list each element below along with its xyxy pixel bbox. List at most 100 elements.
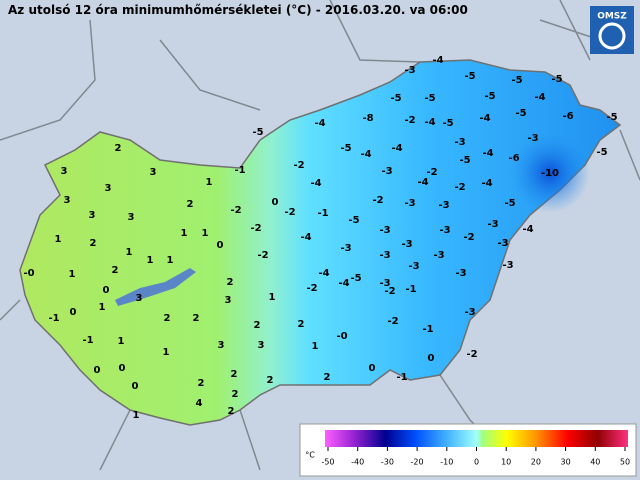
station-value: -1 [48, 313, 59, 324]
station-value: -2 [463, 232, 474, 243]
station-value: -3 [487, 219, 498, 230]
station-value: -4 [338, 278, 349, 289]
station-value: 0 [103, 285, 110, 296]
station-value: -4 [479, 113, 490, 124]
station-value: -4 [534, 92, 545, 103]
station-value: -5 [551, 74, 562, 85]
station-value: 1 [118, 336, 125, 347]
station-value: 0 [119, 363, 126, 374]
station-value: -3 [404, 65, 415, 76]
station-value: -2 [250, 223, 261, 234]
cold-area [510, 133, 590, 213]
station-value: 3 [128, 212, 135, 223]
station-value: -2 [257, 250, 268, 261]
station-value: 2 [187, 199, 194, 210]
station-value: 2 [298, 319, 305, 330]
station-value: -5 [459, 155, 470, 166]
station-value: 1 [126, 247, 133, 258]
station-value: -5 [511, 75, 522, 86]
station-value: -5 [348, 215, 359, 226]
station-value: 2 [228, 406, 235, 417]
legend-tick-label: 30 [561, 458, 571, 467]
station-value: 1 [99, 302, 106, 313]
legend-tick-label: 40 [590, 458, 600, 467]
station-value: 2 [193, 313, 200, 324]
station-value: -5 [464, 71, 475, 82]
station-value: -5 [424, 93, 435, 104]
station-value: -2 [284, 207, 295, 218]
station-value: -3 [340, 243, 351, 254]
station-value: -6 [508, 153, 519, 164]
station-value: 0 [217, 240, 224, 251]
station-value: 2 [198, 378, 205, 389]
station-value: -3 [455, 268, 466, 279]
station-value: -3 [454, 137, 465, 148]
station-value: 2 [267, 375, 274, 386]
station-value: -3 [379, 225, 390, 236]
station-value: -2 [426, 167, 437, 178]
station-value: 1 [55, 234, 62, 245]
station-value: 0 [70, 307, 77, 318]
station-value: -3 [381, 166, 392, 177]
station-value: -4 [300, 232, 311, 243]
station-value: 1 [167, 255, 174, 266]
station-value: -0 [23, 268, 34, 279]
lake [115, 268, 196, 306]
station-value: -1 [405, 284, 416, 295]
station-value: -3 [433, 250, 444, 261]
station-value: -5 [390, 93, 401, 104]
legend-tick-label: 50 [620, 458, 630, 467]
station-value: 2 [232, 389, 239, 400]
station-value: -5 [515, 108, 526, 119]
station-value: -1 [234, 165, 245, 176]
station-value: -2 [404, 115, 415, 126]
station-value: -2 [293, 160, 304, 171]
station-value: 3 [258, 340, 265, 351]
station-value: 4 [196, 398, 203, 409]
station-value: 1 [147, 255, 154, 266]
station-value: -5 [350, 273, 361, 284]
station-value: -10 [541, 168, 559, 179]
station-value: 1 [202, 228, 209, 239]
station-value: 1 [133, 410, 140, 421]
station-value: -3 [464, 307, 475, 318]
station-value: -3 [401, 239, 412, 250]
station-value: 3 [225, 295, 232, 306]
station-value: 0 [94, 365, 101, 376]
station-value: 1 [206, 177, 213, 188]
station-value: 2 [164, 313, 171, 324]
legend-ticks: -50 -40 -30 -20 -10 0 10 20 30 40 50 [321, 447, 630, 467]
station-value: 2 [231, 369, 238, 380]
station-value: -4 [417, 177, 428, 188]
station-value: 1 [163, 347, 170, 358]
station-value: -3 [527, 133, 538, 144]
station-value: -4 [360, 149, 371, 160]
station-value: -4 [310, 178, 321, 189]
station-value: -2 [230, 205, 241, 216]
station-value: -3 [438, 200, 449, 211]
legend-tick-label: -50 [321, 458, 334, 467]
station-value: -2 [372, 195, 383, 206]
station-value: -5 [340, 143, 351, 154]
station-value: -3 [497, 238, 508, 249]
station-value: -4 [424, 117, 435, 128]
station-value: -1 [422, 324, 433, 335]
legend-tick-label: -40 [351, 458, 364, 467]
station-value: -3 [502, 260, 513, 271]
stations: -4-3-5 -5 -5-4-5 -5 -5-2 -4 -5 -4-8 -5 -6 -5-4-5-5… [23, 55, 617, 421]
station-value: -4 [318, 268, 329, 279]
station-value: -8 [362, 113, 373, 124]
logo-text: OMSZ [597, 12, 627, 22]
station-value: -4 [391, 143, 402, 154]
station-value: -4 [522, 224, 533, 235]
station-value: 0 [272, 197, 279, 208]
station-value: 3 [105, 183, 112, 194]
station-value: -6 [562, 111, 573, 122]
station-value: 2 [90, 238, 97, 249]
legend-tick-label: 10 [501, 458, 511, 467]
station-value: 3 [218, 340, 225, 351]
station-value: -0 [336, 331, 347, 342]
legend-tick-label: -30 [381, 458, 394, 467]
